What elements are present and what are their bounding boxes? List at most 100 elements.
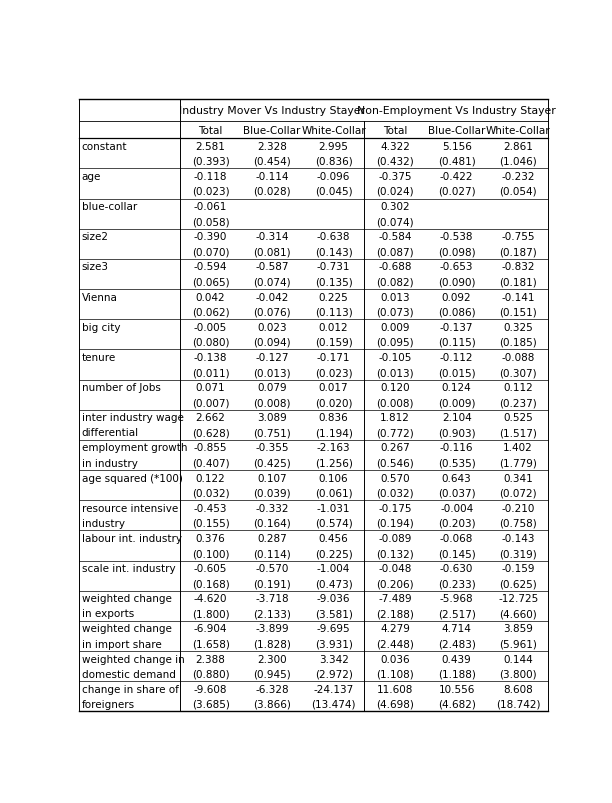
Text: White-Collar: White-Collar	[301, 125, 366, 136]
Text: 0.267: 0.267	[380, 443, 410, 453]
Text: (0.074): (0.074)	[376, 217, 414, 227]
Text: (2.972): (2.972)	[315, 669, 353, 679]
Text: scale int. industry: scale int. industry	[82, 564, 176, 573]
Text: (0.181): (0.181)	[499, 277, 537, 287]
Text: (2.188): (2.188)	[376, 609, 414, 618]
Text: 2.662: 2.662	[196, 413, 225, 422]
Text: age squared (*100): age squared (*100)	[82, 473, 182, 483]
Text: (0.073): (0.073)	[376, 308, 414, 317]
Text: weighted change: weighted change	[82, 624, 171, 634]
Text: -0.159: -0.159	[501, 564, 535, 573]
Text: 2.328: 2.328	[257, 141, 287, 152]
Text: -0.116: -0.116	[440, 443, 473, 453]
Text: 0.092: 0.092	[442, 292, 471, 302]
Text: foreigners: foreigners	[82, 699, 135, 709]
Text: (0.045): (0.045)	[315, 187, 353, 197]
Text: 0.341: 0.341	[503, 473, 533, 483]
Text: (0.481): (0.481)	[438, 157, 476, 166]
Text: (0.187): (0.187)	[499, 247, 537, 257]
Text: labour int. industry: labour int. industry	[82, 533, 182, 544]
Text: inter industry wage: inter industry wage	[82, 413, 184, 422]
Text: (0.087): (0.087)	[376, 247, 414, 257]
Text: 10.556: 10.556	[438, 684, 475, 694]
Text: (0.113): (0.113)	[315, 308, 353, 317]
Text: size2: size2	[82, 232, 109, 242]
Text: -0.004: -0.004	[440, 503, 473, 513]
Text: (0.074): (0.074)	[253, 277, 291, 287]
Text: White-Collar: White-Collar	[486, 125, 550, 136]
Text: 0.120: 0.120	[380, 383, 410, 393]
Text: (0.008): (0.008)	[376, 397, 414, 408]
Text: (0.574): (0.574)	[315, 518, 353, 528]
Text: (0.037): (0.037)	[438, 488, 476, 498]
Text: 0.570: 0.570	[380, 473, 410, 483]
Text: (2.448): (2.448)	[376, 638, 414, 649]
Text: -0.042: -0.042	[255, 292, 289, 302]
Text: -0.390: -0.390	[194, 232, 227, 242]
Text: 0.302: 0.302	[380, 202, 410, 212]
Text: tenure: tenure	[82, 353, 116, 362]
Text: -0.630: -0.630	[440, 564, 473, 573]
Text: -0.048: -0.048	[378, 564, 412, 573]
Text: (0.100): (0.100)	[192, 548, 230, 558]
Text: 0.017: 0.017	[319, 383, 348, 393]
Text: (0.454): (0.454)	[253, 157, 291, 166]
Text: 11.608: 11.608	[377, 684, 413, 694]
Text: -0.855: -0.855	[194, 443, 227, 453]
Text: -0.068: -0.068	[440, 533, 473, 544]
Text: (0.143): (0.143)	[315, 247, 353, 257]
Text: -0.105: -0.105	[378, 353, 412, 362]
Text: -1.031: -1.031	[317, 503, 350, 513]
Text: -0.089: -0.089	[378, 533, 412, 544]
Text: 0.122: 0.122	[196, 473, 225, 483]
Text: 0.013: 0.013	[380, 292, 410, 302]
Text: 0.107: 0.107	[257, 473, 287, 483]
Text: -0.587: -0.587	[255, 262, 289, 272]
Text: Vienna: Vienna	[82, 292, 118, 302]
Text: -0.332: -0.332	[255, 503, 289, 513]
Text: 5.156: 5.156	[442, 141, 472, 152]
Text: 0.525: 0.525	[503, 413, 533, 422]
Text: 0.079: 0.079	[257, 383, 287, 393]
Text: (0.013): (0.013)	[376, 368, 414, 377]
Text: -12.725: -12.725	[498, 593, 539, 604]
Text: in import share: in import share	[82, 638, 162, 649]
Text: number of Jobs: number of Jobs	[82, 383, 160, 393]
Text: -5.968: -5.968	[440, 593, 474, 604]
Text: (0.393): (0.393)	[192, 157, 230, 166]
Text: (0.032): (0.032)	[376, 488, 414, 498]
Text: -0.210: -0.210	[501, 503, 535, 513]
Text: (0.535): (0.535)	[438, 458, 476, 468]
Text: Non-Employment Vs Industry Stayer: Non-Employment Vs Industry Stayer	[357, 105, 556, 116]
Text: 1.812: 1.812	[380, 413, 410, 422]
Text: (13.474): (13.474)	[312, 699, 356, 709]
Text: (0.836): (0.836)	[315, 157, 353, 166]
Text: Total: Total	[198, 125, 223, 136]
Text: 0.325: 0.325	[503, 322, 533, 332]
Text: Industry Mover Vs Industry Stayer: Industry Mover Vs Industry Stayer	[179, 105, 365, 116]
Text: weighted change in: weighted change in	[82, 654, 184, 664]
Text: (0.028): (0.028)	[253, 187, 291, 197]
Text: 4.714: 4.714	[442, 624, 472, 634]
Text: -0.061: -0.061	[194, 202, 227, 212]
Text: -4.620: -4.620	[194, 593, 227, 604]
Text: (4.682): (4.682)	[438, 699, 476, 709]
Text: 4.322: 4.322	[380, 141, 410, 152]
Text: (0.023): (0.023)	[315, 368, 353, 377]
Text: -1.004: -1.004	[317, 564, 350, 573]
Text: (0.024): (0.024)	[376, 187, 414, 197]
Text: (2.517): (2.517)	[438, 609, 476, 618]
Text: -0.422: -0.422	[440, 172, 473, 181]
Text: (0.135): (0.135)	[315, 277, 353, 287]
Text: (4.660): (4.660)	[499, 609, 537, 618]
Text: -0.137: -0.137	[440, 322, 473, 332]
Text: (0.203): (0.203)	[438, 518, 476, 528]
Text: 0.439: 0.439	[442, 654, 471, 664]
Text: (0.546): (0.546)	[376, 458, 414, 468]
Text: industry: industry	[82, 518, 125, 528]
Text: (0.065): (0.065)	[192, 277, 230, 287]
Text: (0.076): (0.076)	[253, 308, 291, 317]
Text: (0.233): (0.233)	[438, 578, 476, 589]
Text: blue-collar: blue-collar	[82, 202, 137, 212]
Text: 8.608: 8.608	[503, 684, 533, 694]
